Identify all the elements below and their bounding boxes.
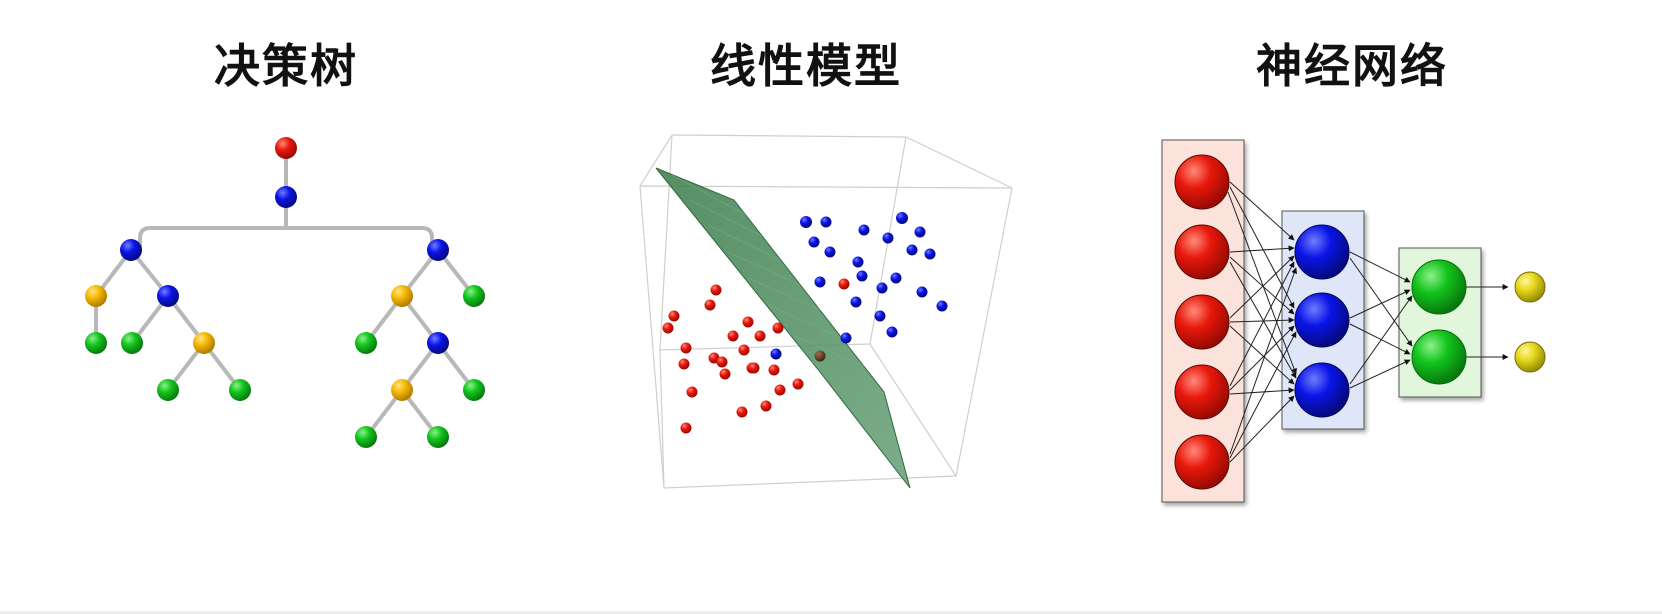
hidden-neuron <box>1411 329 1467 385</box>
decision-tree <box>85 137 485 448</box>
red-point <box>662 322 674 334</box>
hidden-neurons-1 <box>1294 224 1350 418</box>
red-point <box>742 316 754 328</box>
blue-point <box>874 310 886 322</box>
neural-network-title: 神经网络 <box>1256 39 1448 93</box>
hidden-neurons-2 <box>1411 259 1467 385</box>
tree-node-blue <box>275 186 297 208</box>
tree-node-blue <box>427 332 449 354</box>
red-point <box>754 330 766 342</box>
red-point <box>738 344 750 356</box>
tree-node-green <box>229 379 251 401</box>
blue-point <box>924 248 936 260</box>
neural-network <box>1161 139 1546 503</box>
red-point <box>772 322 784 334</box>
input-neuron <box>1174 294 1230 350</box>
input-neurons <box>1174 154 1230 490</box>
output-neurons <box>1514 271 1546 373</box>
blue-point <box>850 296 862 308</box>
blue-point <box>808 236 820 248</box>
blue-point <box>858 224 870 236</box>
blue-point <box>814 276 826 288</box>
tree-node-blue <box>120 239 142 261</box>
blue-point <box>914 226 926 238</box>
red-point <box>680 422 692 434</box>
red-point <box>710 284 722 296</box>
blue-point <box>882 232 894 244</box>
red-point <box>768 364 780 376</box>
red-point <box>727 330 739 342</box>
tree-node-green <box>121 332 143 354</box>
class-red-points <box>662 278 850 434</box>
red-point <box>736 406 748 418</box>
red-point <box>719 368 731 380</box>
blue-point <box>906 244 918 256</box>
tree-nodes <box>85 137 485 448</box>
class-blue-points <box>770 212 948 360</box>
linear-model-title: 线性模型 <box>710 39 902 93</box>
tree-node-gold <box>391 379 413 401</box>
tree-node-gold <box>85 285 107 307</box>
tree-node-blue <box>427 239 449 261</box>
blue-point <box>896 212 908 224</box>
red-point <box>686 386 698 398</box>
tree-node-green <box>157 379 179 401</box>
tree-node-green <box>355 426 377 448</box>
hidden-neuron <box>1294 224 1350 280</box>
tree-node-green <box>355 332 377 354</box>
blue-point <box>856 270 868 282</box>
blue-point <box>916 286 928 298</box>
plane-grid <box>671 174 885 395</box>
decision-tree-title: 决策树 <box>214 39 358 93</box>
blue-point <box>770 348 782 360</box>
red-point <box>678 358 690 370</box>
red-point <box>704 299 716 311</box>
tree-node-green <box>427 426 449 448</box>
tree-node-green <box>463 285 485 307</box>
tree-node-red <box>275 137 297 159</box>
tree-node-blue <box>157 285 179 307</box>
linear-model <box>639 134 1013 489</box>
output-neuron <box>1514 341 1546 373</box>
occluded-point <box>814 350 826 362</box>
red-point <box>838 278 850 290</box>
red-point <box>760 400 772 412</box>
cube-wireframe <box>639 134 1013 489</box>
tree-node-green <box>463 379 485 401</box>
red-point <box>792 378 804 390</box>
separating-plane <box>655 167 911 489</box>
blue-point <box>852 256 864 268</box>
blue-point <box>840 332 852 344</box>
blue-point <box>876 282 888 294</box>
blue-point <box>820 216 832 228</box>
blue-point <box>800 216 812 228</box>
red-point <box>716 356 728 368</box>
red-point <box>668 310 680 322</box>
red-point <box>774 384 786 396</box>
hidden-neuron <box>1294 292 1350 348</box>
tree-node-gold <box>391 285 413 307</box>
blue-point <box>936 300 948 312</box>
input-neuron <box>1174 224 1230 280</box>
blue-point <box>824 246 836 258</box>
bottom-divider <box>0 611 1662 614</box>
output-neuron <box>1514 271 1546 303</box>
input-neuron <box>1174 364 1230 420</box>
blue-point <box>886 326 898 338</box>
tree-node-gold <box>193 332 215 354</box>
tree-node-green <box>85 332 107 354</box>
hidden-neuron <box>1294 362 1350 418</box>
input-neuron <box>1174 434 1230 490</box>
blue-point <box>890 272 902 284</box>
red-point <box>680 342 692 354</box>
input-neuron <box>1174 154 1230 210</box>
hidden-neuron <box>1411 259 1467 315</box>
red-point <box>748 362 760 374</box>
nn-connections <box>1227 181 1509 463</box>
